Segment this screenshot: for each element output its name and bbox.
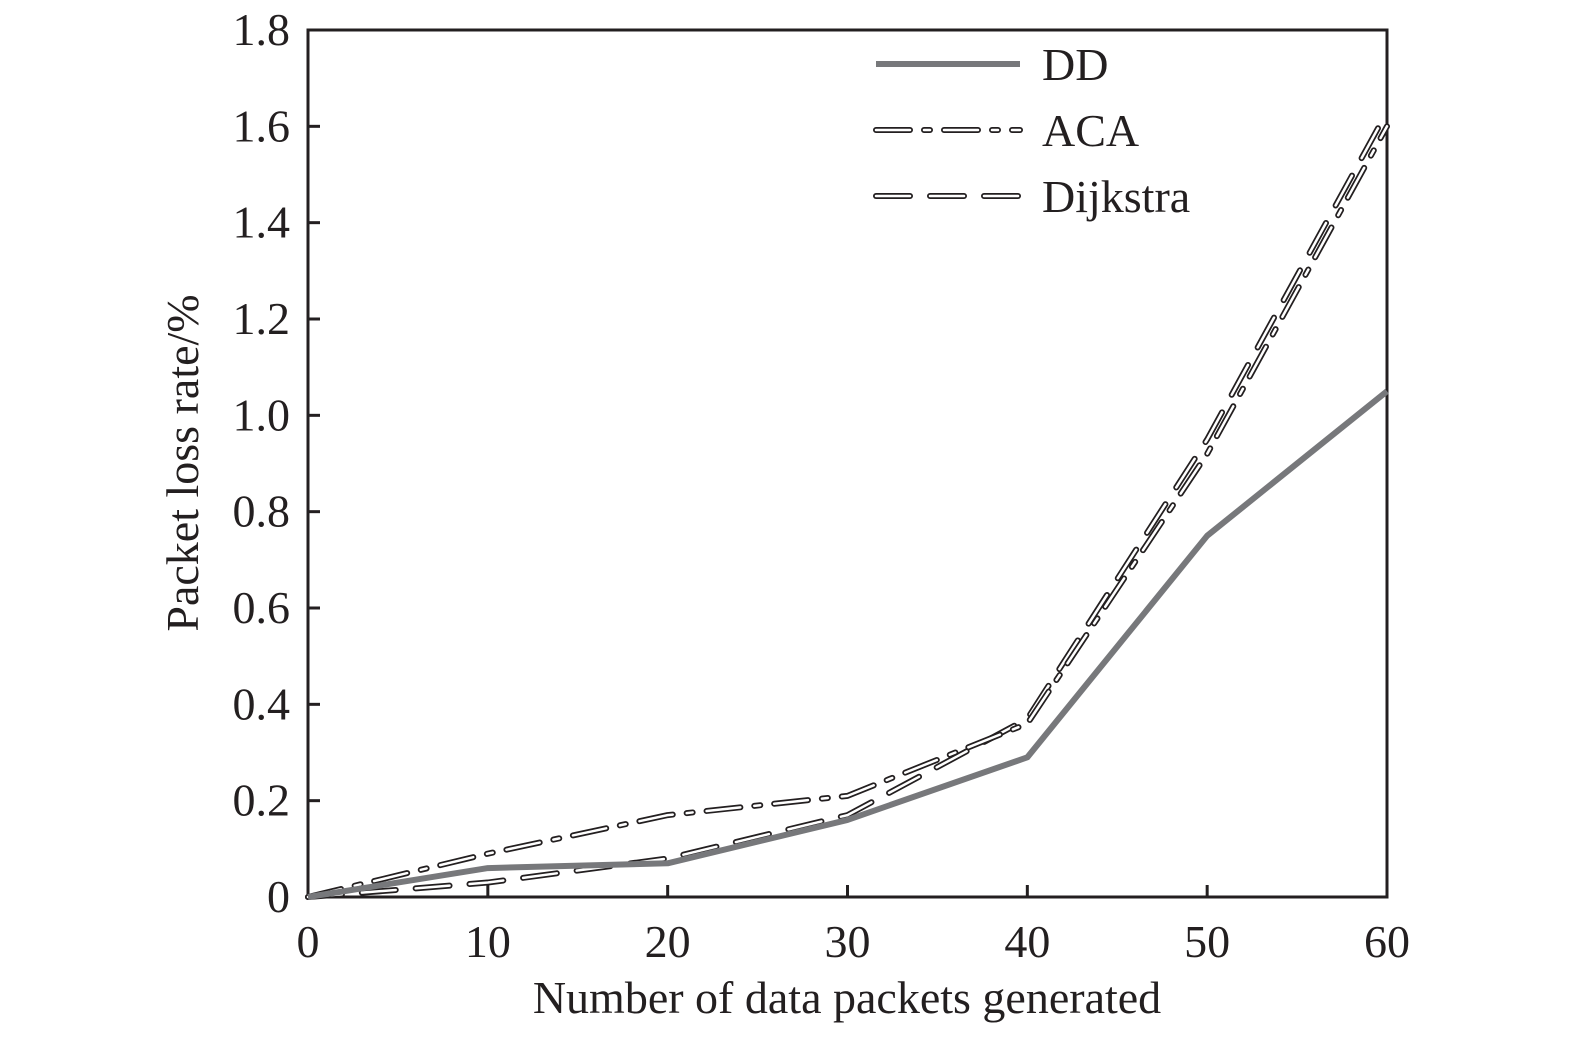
- y-tick-label: 1.4: [233, 197, 291, 248]
- series-line-aca-outline: [305, 123, 1390, 900]
- x-axis-title: Number of data packets generated: [533, 972, 1161, 1023]
- series-layer: [305, 108, 1390, 900]
- series-line-dijkstra-outline: [305, 108, 1390, 900]
- y-tick-label: 0.4: [233, 678, 291, 729]
- series-line-aca: [305, 123, 1390, 900]
- series-line-dd: [307, 388, 1389, 900]
- legend-label-aca: ACA: [1042, 105, 1139, 156]
- x-tick-label: 50: [1184, 916, 1230, 967]
- x-tick-label: 10: [465, 916, 511, 967]
- legend-label-dd: DD: [1042, 39, 1108, 90]
- x-axis: 0 10 20 30 40 50 60: [297, 885, 1410, 967]
- y-tick-label: 1.0: [233, 389, 291, 440]
- plot-frame: [306, 28, 1389, 899]
- x-tick-label: 20: [645, 916, 691, 967]
- legend-label-dijkstra: Dijkstra: [1042, 171, 1190, 222]
- series-line-dijkstra: [305, 108, 1390, 900]
- y-tick-label: 1.6: [233, 100, 291, 151]
- y-tick-label: 0.2: [233, 775, 291, 826]
- series-line-dijkstra-core: [306, 110, 1389, 899]
- x-tick-label: 30: [825, 916, 871, 967]
- y-tick-label: 0: [267, 871, 290, 922]
- y-axis-title: Packet loss rate/%: [157, 294, 208, 631]
- y-axis: 0 0.2 0.4 0.6 0.8 1.0 1.2 1.4 1.6 1.8: [233, 4, 320, 922]
- series-line-aca-core: [306, 125, 1389, 899]
- y-tick-label: 1.8: [233, 4, 291, 55]
- y-tick-label: 0.6: [233, 582, 291, 633]
- y-tick-label: 1.2: [233, 293, 291, 344]
- legend: DD ACA Dijkstra: [873, 39, 1190, 222]
- x-tick-label: 40: [1004, 916, 1050, 967]
- y-tick-label: 0.8: [233, 486, 291, 537]
- x-tick-label: 60: [1364, 916, 1410, 967]
- x-tick-label: 0: [297, 916, 320, 967]
